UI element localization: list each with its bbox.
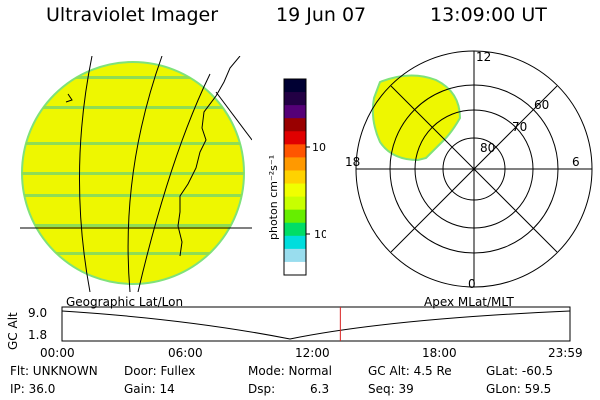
timeline-right-label: Apex MLat/MLT	[424, 295, 514, 309]
colorbar-tick-100: 100	[312, 141, 326, 154]
coastline	[65, 56, 241, 257]
colorbar-swatch	[284, 157, 306, 171]
dsp-value: 6.3	[310, 382, 330, 396]
timeline-xtick-2: 12:00	[295, 346, 330, 360]
colorbar-swatch	[284, 105, 306, 119]
colorbar-swatch	[284, 248, 306, 263]
altitude-timeline[interactable]	[58, 305, 578, 347]
colorbar-swatch	[284, 209, 306, 224]
glat-status: GLat: -60.5	[486, 364, 553, 378]
colorbar-swatch	[284, 144, 306, 158]
polar-label-left: 18	[345, 155, 360, 169]
polar-label-top: 12	[476, 50, 491, 64]
polar-grid	[355, 50, 593, 288]
timeline-axis-title: GC Alt	[6, 312, 20, 350]
colorbar-swatch	[284, 118, 306, 132]
timeline-ytick-low: 1.8	[28, 328, 48, 342]
colorbar-swatch	[284, 222, 306, 237]
timeline-xtick-3: 18:00	[422, 346, 457, 360]
colorbar-swatch	[284, 196, 306, 211]
status-row-1: Flt: UNKNOWN Door: Fullex Mode: Normal G…	[10, 364, 600, 380]
colorbar-swatch	[284, 170, 306, 185]
colorbar-swatch	[284, 183, 306, 198]
window-title: Ultraviolet Imager	[46, 4, 219, 26]
seq-status: Seq: 39	[368, 382, 414, 396]
colorbar-swatch	[284, 261, 306, 276]
status-row-2: IP: 36.0 Gain: 14 Dsp: 6.3 Seq: 39 GLon:…	[10, 382, 600, 398]
dsp-label: Dsp:	[248, 382, 276, 396]
polar-ring-80: 80	[480, 141, 495, 155]
time-label: 13:09:00 UT	[430, 4, 547, 26]
colorbar-tick-10: 10	[314, 228, 326, 241]
polar-ring-70: 70	[512, 120, 527, 134]
geographic-image-panel[interactable]	[20, 56, 252, 292]
timeline-xtick-0: 00:00	[40, 346, 75, 360]
date-label: 19 Jun 07	[276, 4, 367, 26]
polar-label-bottom: 0	[468, 277, 476, 291]
colorbar: 100 10 photon cm⁻²s⁻¹	[267, 78, 326, 276]
timeline-xtick-1: 06:00	[168, 346, 203, 360]
polar-mlat-mlt-plot[interactable]: 12 6 0 18 80 70 60	[340, 48, 594, 294]
polar-label-right: 6	[572, 155, 580, 169]
gc-alt-status: GC Alt: 4.5 Re	[368, 364, 452, 378]
colorbar-swatch	[284, 131, 306, 145]
gain-status: Gain: 14	[124, 382, 175, 396]
timeline-left-label: Geographic Lat/Lon	[66, 295, 184, 309]
colorbar-swatch	[284, 92, 306, 106]
polar-ring-60: 60	[534, 98, 549, 112]
timeline-xtick-4: 23:59	[548, 346, 583, 360]
lat-lon-grid	[20, 56, 252, 292]
flight-status: Flt: UNKNOWN	[10, 364, 98, 378]
door-status: Door: Fullex	[124, 364, 196, 378]
auroral-oval-region	[371, 74, 462, 162]
colorbar-swatch	[284, 235, 306, 250]
timeline-ytick-high: 9.0	[28, 306, 48, 320]
altitude-curve	[61, 310, 571, 340]
mode-status: Mode: Normal	[248, 364, 332, 378]
glon-status: GLon: 59.5	[486, 382, 552, 396]
colorbar-unit-label: photon cm⁻²s⁻¹	[267, 155, 280, 240]
colorbar-swatch	[284, 79, 306, 93]
ip-status: IP: 36.0	[10, 382, 56, 396]
